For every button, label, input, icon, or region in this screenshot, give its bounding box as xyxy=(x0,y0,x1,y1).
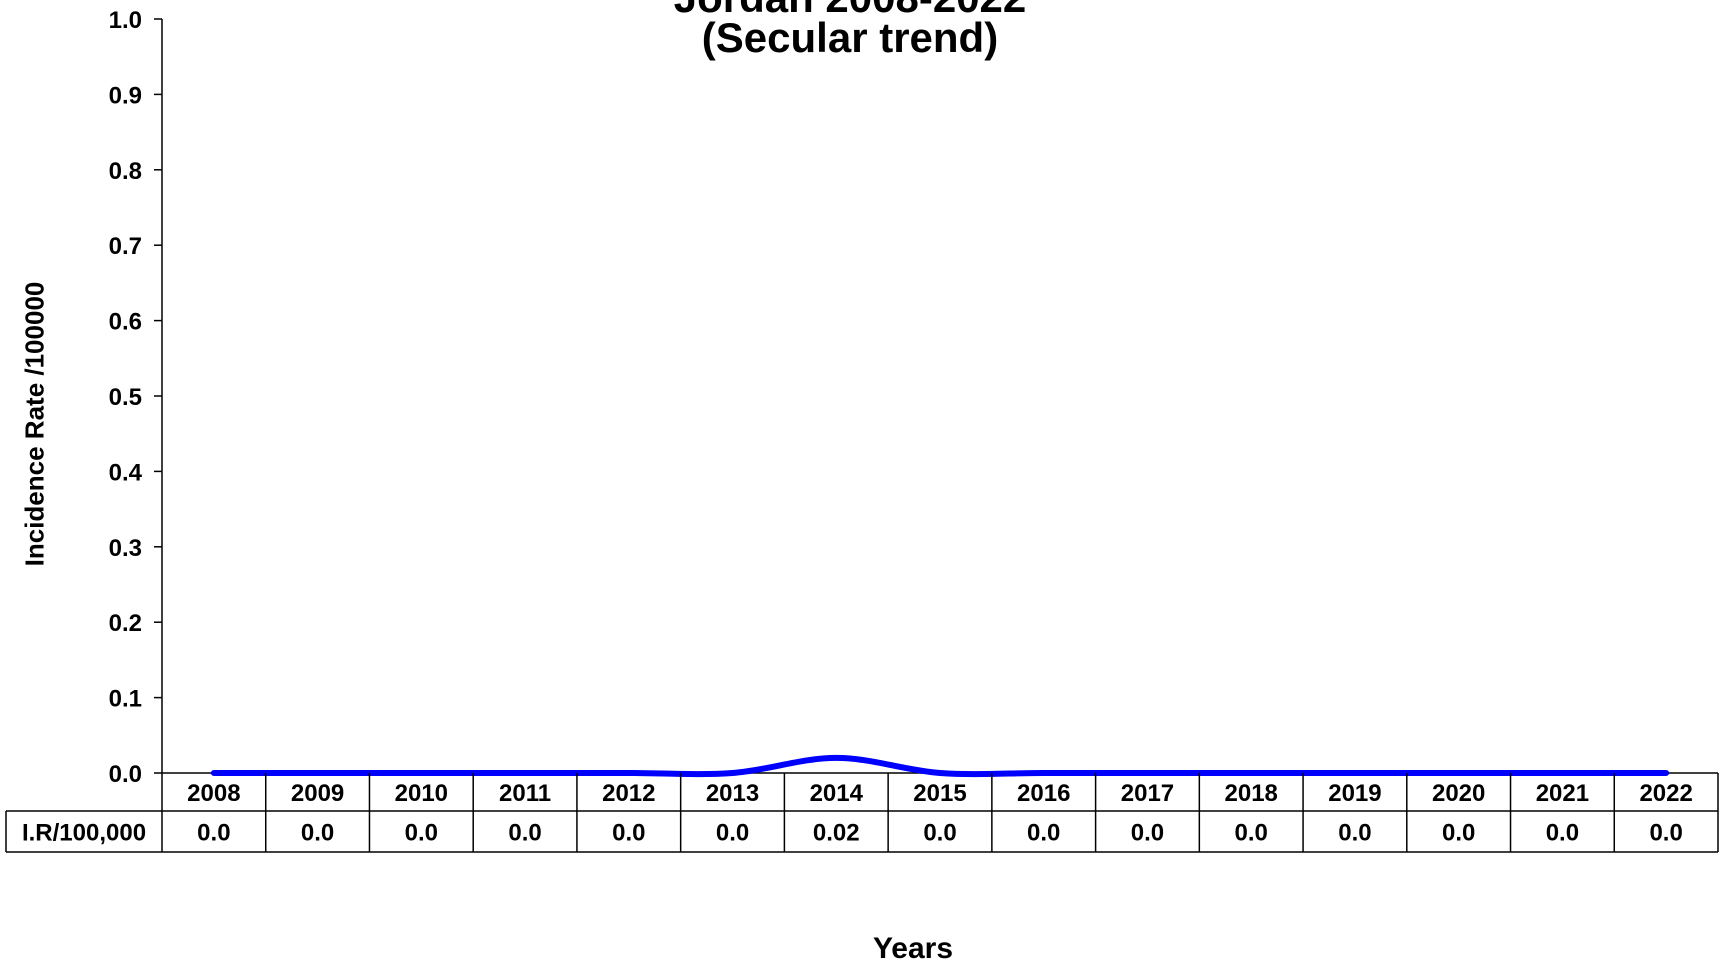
table-row-label: I.R/100,000 xyxy=(22,820,146,847)
table-cell: 0.0 xyxy=(1442,820,1475,847)
table-cell: 0.0 xyxy=(612,820,645,847)
y-tick-label: 0.3 xyxy=(109,535,142,562)
x-tick-label: 2015 xyxy=(913,780,966,807)
y-tick-label: 0.9 xyxy=(109,82,142,109)
table-cell: 0.0 xyxy=(301,820,334,847)
series-layer xyxy=(210,754,1670,778)
table-cell: 0.0 xyxy=(1546,820,1579,847)
table-cell: 0.0 xyxy=(1338,820,1371,847)
table-cell: 0.0 xyxy=(197,820,230,847)
x-tick-label: 2013 xyxy=(706,780,759,807)
x-tick-label: 2010 xyxy=(395,780,448,807)
x-axis-label: Years xyxy=(872,932,954,965)
y-tick-label: 1.0 xyxy=(109,7,142,34)
table-cell: 0.0 xyxy=(716,820,749,847)
y-tick-label: 0.0 xyxy=(109,761,142,788)
y-tick-label: 0.1 xyxy=(109,686,142,713)
x-tick-label: 2012 xyxy=(602,780,655,807)
x-tick-label: 2014 xyxy=(810,780,864,807)
series-line-0 xyxy=(210,754,1670,778)
table-cell: 0.0 xyxy=(1027,820,1060,847)
data-table: I.R/100,00020080.020090.020100.020110.02… xyxy=(5,773,1719,853)
table-cell: 0.0 xyxy=(508,820,541,847)
x-tick-label: 2011 xyxy=(499,780,551,807)
y-tick-label: 0.8 xyxy=(109,158,142,185)
table-cell: 0.0 xyxy=(1649,820,1682,847)
chart-title-line1: Jordan 2008-2022 xyxy=(0,0,1700,22)
y-tick-label: 0.6 xyxy=(109,309,142,336)
x-tick-label: 2009 xyxy=(291,780,344,807)
table-cell: 0.0 xyxy=(1131,820,1164,847)
x-tick-label: 2016 xyxy=(1017,780,1070,807)
table-cell: 0.0 xyxy=(1235,820,1268,847)
x-tick-label: 2008 xyxy=(187,780,240,807)
axes xyxy=(161,19,1718,774)
y-tick-label: 0.4 xyxy=(109,459,143,486)
x-tick-label: 2019 xyxy=(1328,780,1381,807)
table-cell: 0.0 xyxy=(405,820,438,847)
y-ticks: 0.0 0.1 0.2 0.3 0.4 0.5 0.6 0.7 0.8 0.9 1.0 xyxy=(109,7,162,788)
x-tick-label: 2020 xyxy=(1432,780,1485,807)
x-tick-label: 2022 xyxy=(1639,780,1692,807)
y-tick-label: 0.7 xyxy=(109,233,142,260)
y-tick-label: 0.5 xyxy=(109,384,142,411)
table-cell: 0.0 xyxy=(923,820,956,847)
table-cell: 0.02 xyxy=(813,820,860,847)
x-tick-label: 2021 xyxy=(1536,780,1589,807)
chart-title-line2: (Secular trend) xyxy=(701,14,999,61)
y-tick-label: 0.2 xyxy=(109,610,142,637)
x-tick-label: 2018 xyxy=(1225,780,1278,807)
x-tick-label: 2017 xyxy=(1121,780,1174,807)
